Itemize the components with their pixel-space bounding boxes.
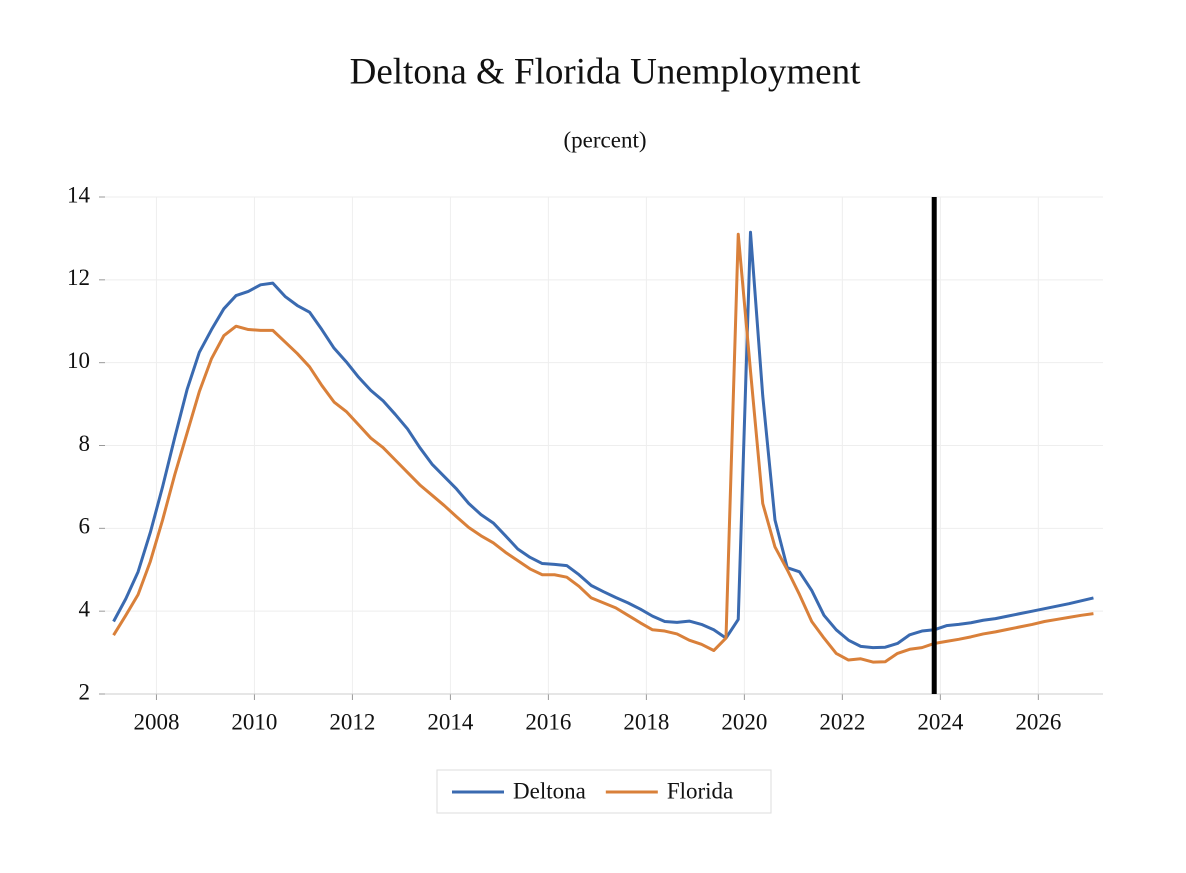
x-tick-label: 2024 xyxy=(917,709,964,734)
y-tick-label: 2 xyxy=(79,679,91,704)
chart-title: Deltona & Florida Unemployment xyxy=(350,51,861,92)
x-tick-label: 2026 xyxy=(1015,709,1061,734)
x-tick-label: 2022 xyxy=(819,709,865,734)
legend-label: Deltona xyxy=(513,778,586,803)
x-tick-label: 2014 xyxy=(427,709,474,734)
x-tick-label: 2018 xyxy=(623,709,669,734)
x-tick-label: 2016 xyxy=(525,709,571,734)
y-tick-label: 6 xyxy=(79,514,91,539)
y-tick-label: 14 xyxy=(67,182,91,207)
y-tick-label: 12 xyxy=(67,265,90,290)
x-tick-label: 2020 xyxy=(721,709,767,734)
chart-subtitle: (percent) xyxy=(564,127,647,152)
x-tick-label: 2010 xyxy=(231,709,277,734)
y-tick-label: 4 xyxy=(79,596,91,621)
line-series xyxy=(112,230,1094,650)
x-tick-label: 2008 xyxy=(133,709,179,734)
y-tick-label: 10 xyxy=(67,348,90,373)
x-tick-label: 2012 xyxy=(329,709,375,734)
legend-label: Florida xyxy=(667,778,733,803)
y-tick-label: 8 xyxy=(79,431,91,456)
line-series xyxy=(112,232,1094,664)
